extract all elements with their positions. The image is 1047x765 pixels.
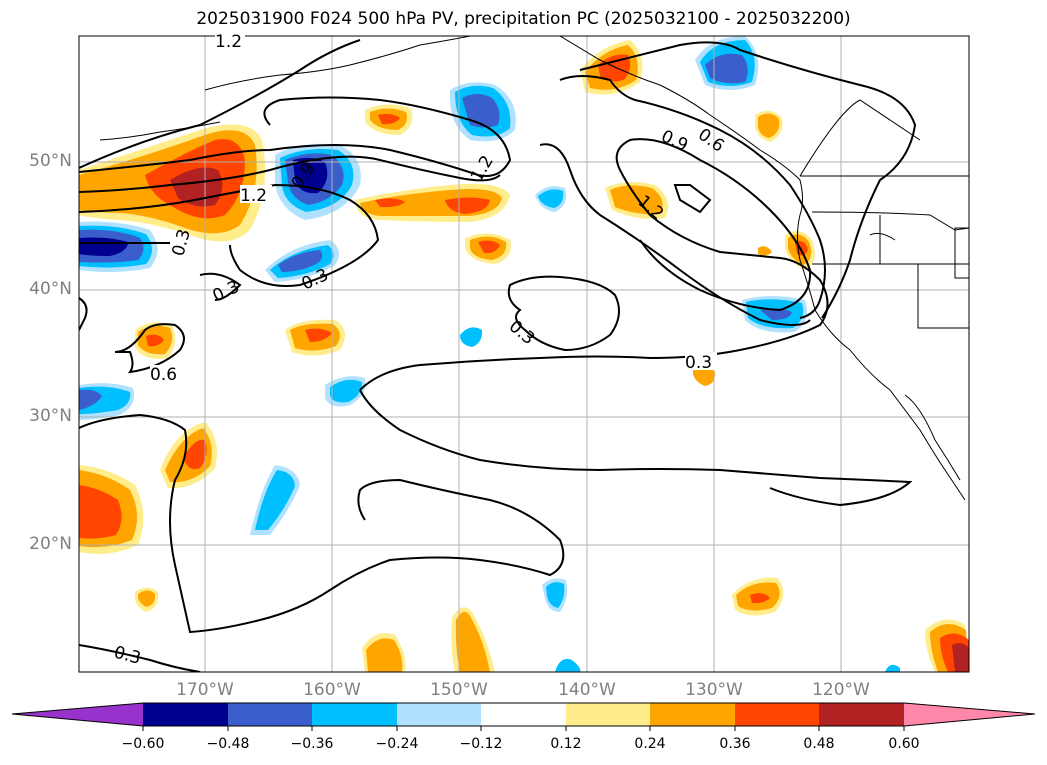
contour-label: 0.6: [150, 365, 177, 385]
colorbar-tick-label: 0.36: [719, 736, 751, 752]
contour-label: 0.3: [685, 353, 712, 373]
lon-label: 160°W: [303, 680, 361, 700]
colorbar-segment: [228, 703, 312, 726]
colorbar-segment: [481, 703, 566, 726]
colorbar-tick-label: −0.24: [375, 736, 419, 752]
pv-contours: [79, 39, 917, 672]
coastlines: [99, 36, 969, 501]
colorbar-tick-label: 0.60: [888, 736, 920, 752]
lat-label: 50°N: [29, 151, 72, 171]
lon-label: 130°W: [685, 680, 743, 700]
colorbar-tick-label: −0.60: [121, 736, 165, 752]
map-title: 2025031900 F024 500 hPa PV, precipitatio…: [196, 9, 851, 29]
colorbar-segment: [12, 703, 143, 726]
lon-label: 120°W: [812, 680, 870, 700]
map-frame: [78, 35, 970, 673]
colorbar-tick-label: 0.48: [803, 736, 835, 752]
colorbar: [11, 702, 1036, 731]
colorbar-segment: [819, 703, 904, 726]
colorbar-segment: [904, 703, 1035, 726]
colorbar-tick-label: −0.12: [459, 736, 503, 752]
contour-label: 1.2: [215, 32, 242, 52]
lat-label: 20°N: [29, 534, 72, 554]
lat-label: 40°N: [29, 279, 72, 299]
lat-label: 30°N: [29, 406, 72, 426]
colorbar-segment: [566, 703, 650, 726]
lon-label: 140°W: [558, 680, 616, 700]
lon-label: 170°W: [176, 680, 234, 700]
colorbar-tick-label: 0.24: [634, 736, 666, 752]
colorbar-segment: [312, 703, 397, 726]
colorbar-segment: [397, 703, 481, 726]
precipitation-fill: [79, 36, 969, 672]
colorbar-tick-label: 0.12: [550, 736, 582, 752]
contour-label: 1.2: [240, 186, 267, 206]
colorbar-tick-label: −0.48: [206, 736, 250, 752]
colorbar-tick-label: −0.36: [290, 736, 334, 752]
lon-label: 150°W: [430, 680, 488, 700]
colorbar-segment: [143, 703, 228, 726]
colorbar-segment: [650, 703, 735, 726]
colorbar-segment: [735, 703, 819, 726]
